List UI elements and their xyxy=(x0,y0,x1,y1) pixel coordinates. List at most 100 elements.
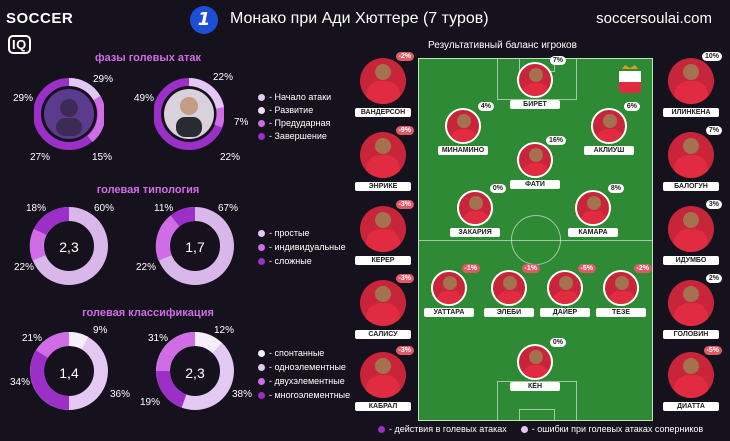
classification-right-center: 2,3 xyxy=(185,365,205,381)
player-photo xyxy=(360,352,406,398)
player-photo xyxy=(668,132,714,178)
legend-item: - двухэлементные xyxy=(258,376,378,386)
player-photo xyxy=(457,190,493,226)
player-balance-badge: -5% xyxy=(703,346,722,355)
legend-item: - спонтанные xyxy=(258,348,378,358)
player-balance-badge: -2% xyxy=(395,52,414,61)
player-card-ilinkena[interactable]: 10% ИЛИНКЕНА xyxy=(660,52,722,117)
phases-left-top-right: 29% xyxy=(93,74,114,85)
player-card-uattara[interactable]: -1% УАТТАРА xyxy=(418,264,480,317)
player-balance-badge: 0% xyxy=(489,184,506,193)
player-card-idumbo[interactable]: 3% ИДУМБО xyxy=(660,200,722,265)
player-card-salisu[interactable]: -3% САЛИСУ xyxy=(352,274,414,339)
player-card-akliush[interactable]: 6% АКЛИУШ xyxy=(578,102,640,155)
player-card-dayer[interactable]: -5% ДАЙЕР xyxy=(534,264,596,317)
classification-right-top-right: 12% xyxy=(214,325,235,336)
phases-left-donut xyxy=(34,77,104,150)
typology-right-top-left: 11% xyxy=(154,203,174,214)
typology-title: голевая типология xyxy=(96,184,200,196)
player-card-kamara[interactable]: 8% КАМАРА xyxy=(562,184,624,237)
player-balance-badge: 7% xyxy=(705,126,722,135)
player-card-biret[interactable]: 7% БИРЕТ xyxy=(504,56,566,109)
player-balance-badge: 16% xyxy=(545,136,566,145)
player-name: АКЛИУШ xyxy=(584,146,634,155)
bottom-goal-box xyxy=(519,409,555,420)
classification-right-left: 19% xyxy=(140,397,161,408)
phases-left-bottom-left: 27% xyxy=(30,152,51,163)
typology-right-center: 1,7 xyxy=(185,239,205,255)
player-card-enrike[interactable]: -9% ЭНРИКЕ xyxy=(352,126,414,191)
player-photo xyxy=(360,58,406,104)
player-balance-badge: -3% xyxy=(395,274,414,283)
legend-item: - индивидуальные xyxy=(258,242,368,252)
player-photo xyxy=(431,270,467,306)
player-balance-badge: -5% xyxy=(577,264,596,273)
legend-item: - простые xyxy=(258,228,368,238)
player-name: ЗАКАРИЯ xyxy=(450,228,500,237)
player-photo xyxy=(591,108,627,144)
player-balance-badge: -2% xyxy=(633,264,652,273)
typology-right-bottom-left: 22% xyxy=(136,262,157,273)
typology-right-donut xyxy=(155,206,234,285)
center-circle xyxy=(511,215,561,265)
player-balance-badge: -9% xyxy=(395,126,414,135)
player-photo xyxy=(360,206,406,252)
player-photo xyxy=(668,352,714,398)
player-photo xyxy=(668,206,714,252)
phases-right-top-left: 49% xyxy=(134,93,155,104)
player-card-elebi[interactable]: -1% ЭЛЕБИ xyxy=(478,264,540,317)
typology-left-top-left: 18% xyxy=(26,203,47,214)
player-card-fati[interactable]: 16% ФАТИ xyxy=(504,136,566,189)
player-photo xyxy=(517,142,553,178)
player-name: УАТТАРА xyxy=(424,308,474,317)
player-name: САЛИСУ xyxy=(355,330,411,339)
player-name: КАБРАЛ xyxy=(355,402,411,411)
player-balance-badge: 0% xyxy=(549,338,566,347)
player-card-ken[interactable]: 0% КЁН xyxy=(504,338,566,391)
player-balance-badge: -1% xyxy=(461,264,480,273)
classification-left-top-right: 9% xyxy=(93,325,108,336)
player-photo xyxy=(491,270,527,306)
phases-right-bottom-right: 22% xyxy=(220,152,241,163)
player-card-kabral[interactable]: -3% КАБРАЛ xyxy=(352,346,414,411)
player-photo xyxy=(360,132,406,178)
phases-right-top-right: 22% xyxy=(213,72,234,83)
player-card-vanderson[interactable]: -2% ВАНДЕРСОН xyxy=(352,52,414,117)
player-card-diatta[interactable]: -5% ДИАТТА xyxy=(660,346,722,411)
player-photo xyxy=(445,108,481,144)
player-balance-badge: -1% xyxy=(521,264,540,273)
player-balance-badge: 6% xyxy=(623,102,640,111)
player-card-golovin[interactable]: 2% ГОЛОВИН xyxy=(660,274,722,339)
typology-left-bottom-left: 22% xyxy=(14,262,35,273)
legend-attack: - действия в голевых атаках xyxy=(378,424,507,434)
classification-title: голевая классификация xyxy=(82,307,214,319)
phases-right-side: 7% xyxy=(234,117,249,128)
legend-item: - многоэлементные xyxy=(258,390,378,400)
phases-title: фазы голевых атак xyxy=(94,52,202,64)
legend-item: - Завершение xyxy=(258,131,358,141)
player-card-kerer[interactable]: -3% КЕРЕР xyxy=(352,200,414,265)
player-name: БИРЕТ xyxy=(510,100,560,109)
player-card-teze[interactable]: -2% ТЕЗЕ xyxy=(590,264,652,317)
player-photo xyxy=(547,270,583,306)
player-name: ДИАТТА xyxy=(663,402,719,411)
player-balance-badge: 4% xyxy=(477,102,494,111)
bottom-penalty-box xyxy=(497,381,577,420)
player-balance-badge: -3% xyxy=(395,346,414,355)
player-card-balogun[interactable]: 7% БАЛОГУН xyxy=(660,126,722,191)
legend-item: - сложные xyxy=(258,256,368,266)
player-name: ФАТИ xyxy=(510,180,560,189)
player-photo xyxy=(668,280,714,326)
classification-left-top-left: 21% xyxy=(22,333,43,344)
site-label: soccersoulai.com xyxy=(596,10,712,27)
classification-right-donut xyxy=(156,332,234,410)
typology-left-center: 2,3 xyxy=(59,239,79,255)
player-balance-badge: 2% xyxy=(705,274,722,283)
player-name: ЭНРИКЕ xyxy=(355,182,411,191)
player-name: БАЛОГУН xyxy=(663,182,719,191)
soccer-iq-logo: SOCCER IQ xyxy=(6,6,86,54)
classification-left-right: 36% xyxy=(110,389,131,400)
phases-legend: - Начало атаки - Развитие - Предударная … xyxy=(258,92,358,141)
player-card-minamino[interactable]: 4% МИНАМИНО xyxy=(432,102,494,155)
player-card-zakariya[interactable]: 0% ЗАКАРИЯ xyxy=(444,184,506,237)
